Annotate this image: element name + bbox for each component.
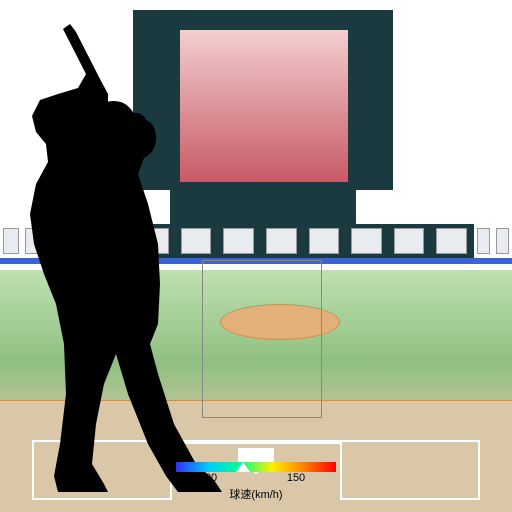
legend-tick: 150	[287, 472, 305, 484]
stand-window	[394, 228, 425, 254]
stand-window	[436, 228, 467, 254]
stand-window	[266, 228, 297, 254]
stand-window	[309, 228, 340, 254]
batter-silhouette	[8, 24, 228, 494]
legend-tick: 100	[199, 472, 217, 484]
batter-box-right	[340, 440, 480, 500]
stands-right	[474, 228, 512, 254]
legend-ticks: 100 150	[176, 472, 336, 486]
legend-pointer	[236, 462, 250, 472]
speed-legend: 100 150 球速(km/h)	[176, 462, 336, 502]
stand-window	[496, 228, 509, 254]
legend-gradient-bar	[176, 462, 336, 472]
pitch-chart-canvas: 100 150 球速(km/h)	[0, 0, 512, 512]
legend-label: 球速(km/h)	[176, 486, 336, 502]
stand-window	[351, 228, 382, 254]
stand-window	[477, 228, 490, 254]
